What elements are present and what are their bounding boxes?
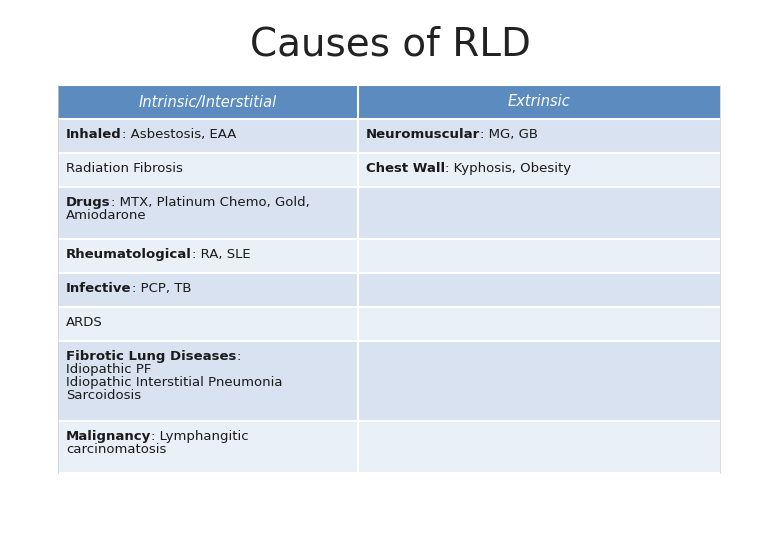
Text: Rheumatological: Rheumatological	[66, 248, 192, 261]
Bar	[358, 421, 720, 473]
Bar	[358, 307, 720, 341]
Text: : PCP, TB: : PCP, TB	[132, 282, 191, 295]
Bar	[58, 85, 358, 119]
Text: Extrinsic: Extrinsic	[508, 94, 570, 110]
Bar	[58, 421, 358, 473]
Bar	[58, 307, 358, 341]
Bar	[58, 153, 358, 187]
Text: Malignancy: Malignancy	[66, 430, 151, 443]
Text: : MG, GB: : MG, GB	[480, 128, 538, 141]
Text: Inhaled: Inhaled	[66, 128, 122, 141]
Bar	[358, 341, 720, 421]
Text: Idiopathic Interstitial Pneumonia: Idiopathic Interstitial Pneumonia	[66, 376, 282, 389]
Text: Fibrotic Lung Diseases: Fibrotic Lung Diseases	[66, 350, 236, 363]
Bar	[358, 153, 720, 187]
Text: Causes of RLD: Causes of RLD	[250, 26, 530, 64]
Bar	[358, 119, 720, 153]
Text: ARDS: ARDS	[66, 316, 103, 329]
Text: Intrinsic/Interstitial: Intrinsic/Interstitial	[139, 94, 277, 110]
Bar	[58, 187, 358, 239]
Text: :: :	[236, 350, 241, 363]
Text: Idiopathic PF: Idiopathic PF	[66, 363, 151, 376]
Bar	[58, 119, 358, 153]
Text: Amiodarone: Amiodarone	[66, 209, 147, 222]
Text: Radiation Fibrosis: Radiation Fibrosis	[66, 162, 183, 175]
Text: Chest Wall: Chest Wall	[366, 162, 445, 175]
Text: Drugs: Drugs	[66, 196, 111, 209]
Bar	[58, 273, 358, 307]
Text: : Kyphosis, Obesity: : Kyphosis, Obesity	[445, 162, 571, 175]
Text: Neuromuscular: Neuromuscular	[366, 128, 480, 141]
Text: Sarcoidosis: Sarcoidosis	[66, 389, 141, 402]
Text: carcinomatosis: carcinomatosis	[66, 443, 166, 456]
Text: : RA, SLE: : RA, SLE	[192, 248, 250, 261]
Text: : Asbestosis, EAA: : Asbestosis, EAA	[122, 128, 236, 141]
Bar	[58, 341, 358, 421]
Bar	[58, 239, 358, 273]
Text: : MTX, Platinum Chemo, Gold,: : MTX, Platinum Chemo, Gold,	[111, 196, 310, 209]
Bar	[358, 85, 720, 119]
Bar	[358, 187, 720, 239]
Bar	[358, 239, 720, 273]
Text: : Lymphangitic: : Lymphangitic	[151, 430, 249, 443]
Bar	[358, 273, 720, 307]
Text: Infective: Infective	[66, 282, 132, 295]
